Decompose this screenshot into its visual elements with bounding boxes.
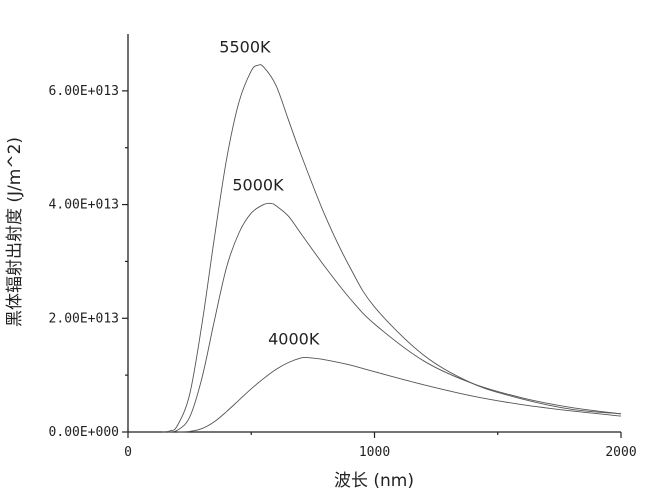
y-tick-label: 6.00E+013 bbox=[49, 84, 119, 99]
y-minor-ticks bbox=[125, 147, 128, 376]
x-tick-label: 1000 bbox=[359, 445, 390, 460]
series-labels: 5500K 5000K 4000K bbox=[219, 37, 320, 348]
series-line-5500k bbox=[162, 64, 622, 433]
x-ticks: 0 1000 2000 bbox=[124, 432, 637, 460]
series-label-4000k: 4000K bbox=[268, 330, 320, 349]
series-line-5000k bbox=[167, 202, 622, 433]
x-axis-label: 波长 (nm) bbox=[334, 471, 414, 491]
x-minor-ticks bbox=[250, 432, 499, 435]
series-group bbox=[162, 64, 622, 433]
x-tick-label: 2000 bbox=[605, 445, 636, 460]
series-label-5000k: 5000K bbox=[232, 175, 284, 194]
y-tick-label: 4.00E+013 bbox=[49, 198, 119, 213]
y-ticks: 0.00E+000 2.00E+013 4.00E+013 6.00E+013 bbox=[49, 84, 128, 440]
y-tick-label: 2.00E+013 bbox=[49, 311, 119, 326]
x-tick-label: 0 bbox=[124, 445, 132, 460]
y-tick-label: 0.00E+000 bbox=[49, 425, 119, 440]
series-label-5500k: 5500K bbox=[219, 37, 271, 56]
y-axis-label: 黑体辐射出射度 (J/m^2) bbox=[5, 137, 25, 327]
series-line-4000k bbox=[177, 357, 622, 433]
axes bbox=[127, 34, 621, 433]
